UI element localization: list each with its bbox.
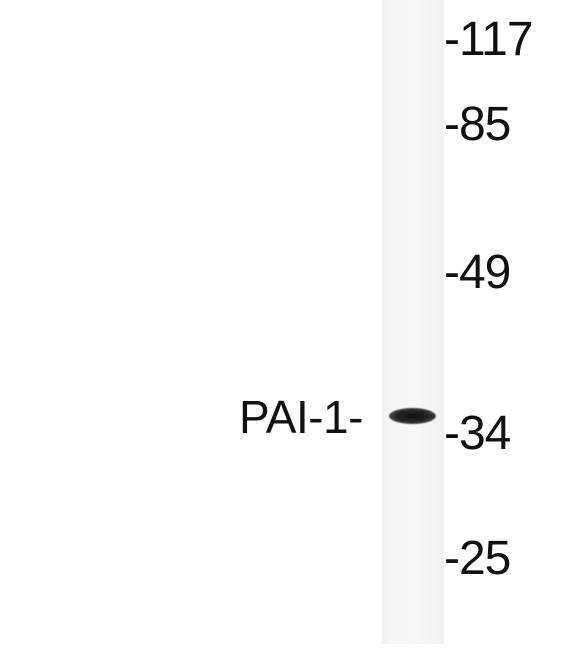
- marker-117-label: -117: [444, 13, 534, 66]
- marker-49-label: -49: [444, 246, 511, 299]
- protein-band: [389, 408, 436, 424]
- marker-85-label: -85: [444, 98, 511, 151]
- marker-25-label: -25: [444, 532, 511, 585]
- protein-label: PAI-1-: [239, 391, 363, 443]
- gel-lane: [382, 0, 444, 644]
- marker-34-label: -34: [444, 407, 511, 460]
